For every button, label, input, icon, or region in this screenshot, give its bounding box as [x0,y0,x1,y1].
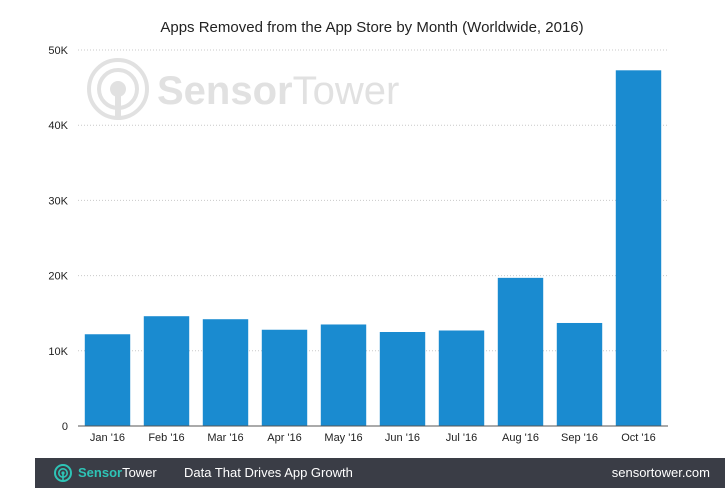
x-tick-label: Apr '16 [267,432,302,444]
x-tick-label: Jun '16 [385,432,420,444]
y-tick-label: 50K [48,45,68,57]
footer-brand: SensorTower [78,465,157,480]
x-tick-label: Feb '16 [148,432,184,444]
footer-tagline: Data That Drives App Growth [184,465,353,480]
x-tick-label: Oct '16 [621,432,656,444]
bars [84,70,662,426]
y-tick-label: 20K [48,271,68,283]
bar [202,319,249,426]
x-tick-label: Sep '16 [561,432,598,444]
sensortower-watermark-icon [87,58,149,120]
chart-title: Apps Removed from the App Store by Month… [160,19,583,36]
footer-brand-light: Tower [122,465,157,480]
bar [438,330,485,426]
x-tick-label: Aug '16 [502,432,539,444]
bar-chart: Apps Removed from the App Store by Month… [48,19,668,444]
svg-text:SensorTower: SensorTower [157,69,399,113]
y-tick-label: 0 [62,421,68,433]
footer-url[interactable]: sensortower.com [611,465,710,480]
x-tick-labels: Jan '16 Feb '16 Mar '16 Apr '16 May '16 Jun '… [90,432,656,444]
bar [320,324,367,426]
sensortower-logo-icon [54,464,72,482]
bar [615,70,662,426]
y-tick-label: 10K [48,346,68,358]
x-tick-label: Jul '16 [446,432,477,444]
bar [143,316,190,426]
y-tick-label: 40K [48,120,68,132]
watermark: SensorTower [87,58,399,120]
bar [556,322,603,426]
x-tick-label: Jan '16 [90,432,125,444]
footer-brand-bold: Sensor [78,465,123,480]
watermark-brand-bold: Sensor [157,69,293,113]
bar [84,334,131,426]
bar [379,332,426,426]
y-tick-labels: 0 10K 20K 30K 40K 50K [48,45,68,433]
watermark-brand-light: Tower [293,69,400,113]
x-tick-label: Mar '16 [207,432,243,444]
bar [497,277,544,426]
bar [261,329,308,426]
gridlines [78,49,668,352]
footer-bar: SensorTower Data That Drives App Growth … [35,458,725,488]
x-tick-label: May '16 [324,432,362,444]
y-tick-label: 30K [48,195,68,207]
